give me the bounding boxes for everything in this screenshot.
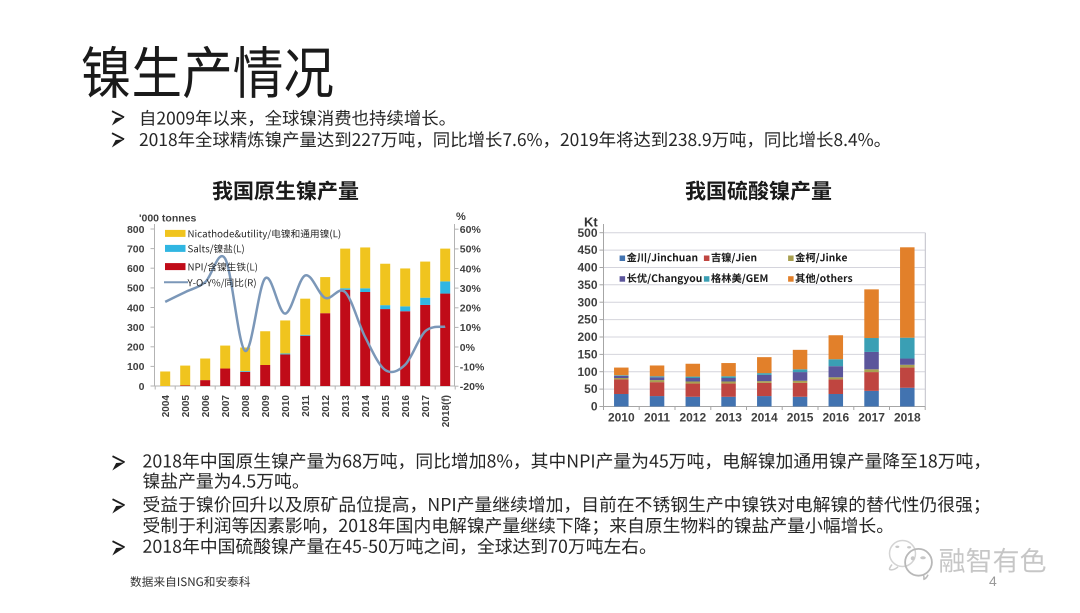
svg-text:20%: 20% — [460, 303, 482, 315]
svg-text:'000 tonnes: '000 tonnes — [139, 213, 197, 225]
svg-text:2010: 2010 — [608, 411, 635, 425]
svg-text:2013: 2013 — [341, 395, 352, 418]
svg-text:400: 400 — [127, 302, 145, 314]
svg-text:0: 0 — [591, 400, 598, 414]
svg-text:2018(f): 2018(f) — [441, 395, 452, 427]
svg-text:2016: 2016 — [822, 411, 849, 425]
svg-text:2005: 2005 — [181, 395, 192, 418]
svg-text:-10%: -10% — [460, 361, 485, 373]
svg-text:300: 300 — [127, 322, 145, 334]
svg-text:%: % — [456, 211, 466, 223]
svg-text:200: 200 — [577, 330, 597, 344]
svg-text:2012: 2012 — [679, 411, 706, 425]
svg-text:2017: 2017 — [421, 395, 432, 418]
svg-text:0: 0 — [139, 381, 145, 393]
svg-text:600: 600 — [127, 263, 145, 275]
svg-text:2015: 2015 — [381, 395, 392, 418]
svg-text:250: 250 — [577, 313, 597, 327]
svg-text:2014: 2014 — [361, 395, 372, 418]
svg-text:450: 450 — [577, 243, 597, 257]
svg-text:Kt: Kt — [584, 215, 598, 230]
svg-text:50%: 50% — [460, 244, 482, 256]
svg-text:500: 500 — [577, 226, 597, 240]
svg-text:100: 100 — [127, 361, 145, 373]
svg-text:-20%: -20% — [460, 381, 485, 393]
svg-text:500: 500 — [127, 283, 145, 295]
svg-text:0%: 0% — [460, 342, 476, 354]
svg-text:2008: 2008 — [241, 395, 252, 418]
svg-text:200: 200 — [127, 342, 145, 354]
svg-text:150: 150 — [577, 347, 597, 361]
svg-text:2011: 2011 — [301, 395, 312, 417]
svg-text:30%: 30% — [460, 283, 482, 295]
svg-text:2004: 2004 — [161, 395, 172, 418]
svg-text:2006: 2006 — [201, 395, 212, 418]
svg-text:100: 100 — [577, 365, 597, 379]
svg-text:2007: 2007 — [221, 395, 232, 418]
svg-text:300: 300 — [577, 295, 597, 309]
svg-text:2016: 2016 — [401, 395, 412, 418]
svg-text:2013: 2013 — [715, 411, 742, 425]
svg-text:350: 350 — [577, 278, 597, 292]
svg-text:2011: 2011 — [644, 411, 670, 425]
svg-text:60%: 60% — [460, 224, 482, 236]
svg-text:2015: 2015 — [787, 411, 814, 425]
svg-text:400: 400 — [577, 261, 597, 275]
svg-text:700: 700 — [127, 243, 145, 255]
svg-text:2009: 2009 — [261, 395, 272, 418]
svg-text:10%: 10% — [460, 322, 482, 334]
svg-text:800: 800 — [127, 224, 145, 236]
svg-text:40%: 40% — [460, 263, 482, 275]
svg-text:2017: 2017 — [858, 411, 885, 425]
svg-text:4: 4 — [989, 573, 997, 589]
svg-text:2018: 2018 — [894, 411, 921, 425]
svg-text:50: 50 — [584, 382, 598, 396]
svg-text:2014: 2014 — [751, 411, 778, 425]
svg-text:2010: 2010 — [281, 395, 292, 418]
svg-text:2012: 2012 — [321, 395, 332, 418]
